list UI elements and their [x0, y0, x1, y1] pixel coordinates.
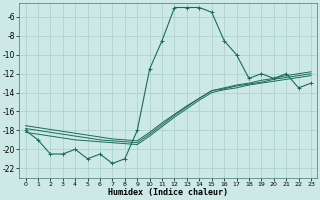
X-axis label: Humidex (Indice chaleur): Humidex (Indice chaleur) — [108, 188, 228, 197]
